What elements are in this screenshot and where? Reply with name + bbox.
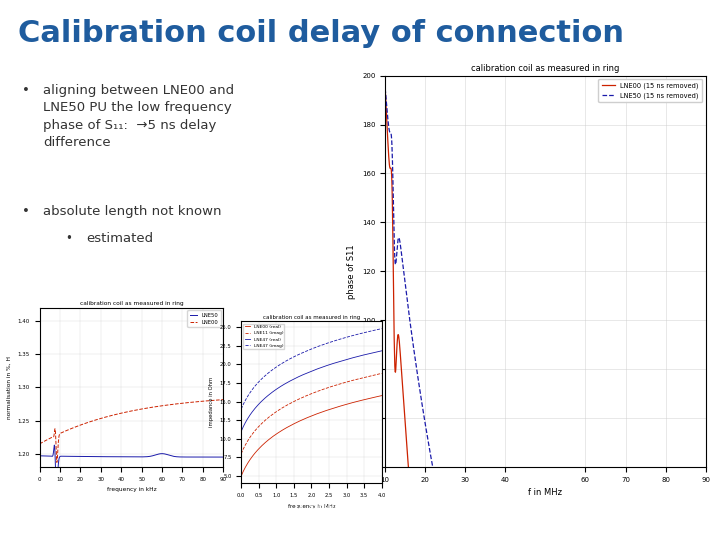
X-axis label: frequency in MHz: frequency in MHz <box>287 504 336 509</box>
Title: calibration coil as measured in ring: calibration coil as measured in ring <box>80 301 183 306</box>
LNE11 (imag) <box>339 380 348 386</box>
Text: CERN: CERN <box>25 512 40 518</box>
LNE47 (real) <box>283 380 292 386</box>
LNE47 (imag) <box>253 379 262 386</box>
LNE11 (imag) <box>292 397 301 403</box>
X-axis label: f in MHz: f in MHz <box>528 488 562 497</box>
Text: absolute length not known: absolute length not known <box>43 205 222 218</box>
Line: LNE50 (15 ns removed): LNE50 (15 ns removed) <box>385 89 706 540</box>
Y-axis label: impedance in Ohm: impedance in Ohm <box>210 377 214 428</box>
LNE50 <box>52 486 60 492</box>
LNE50 <box>68 453 77 460</box>
Title: calibration coil as measured in ring: calibration coil as measured in ring <box>471 64 620 73</box>
Text: D. Gamba, W. Hofle, R. Louwerse, V.
Myklebust     update  07.12.2020: D. Gamba, W. Hofle, R. Louwerse, V. Mykl… <box>295 501 482 525</box>
Text: •: • <box>22 84 30 97</box>
LNE00 <box>68 425 77 431</box>
LNE47 (imag) <box>338 335 347 342</box>
LNE50 <box>35 453 44 459</box>
Legend: LNE00 (15 ns removed), LNE50 (15 ns removed): LNE00 (15 ns removed), LNE50 (15 ns remo… <box>598 79 702 102</box>
Line: LNE00 (15 ns removed): LNE00 (15 ns removed) <box>385 89 706 540</box>
LNE50 <box>174 454 183 460</box>
LNE11 (imag) <box>237 450 246 457</box>
LNE11 (imag) <box>325 384 334 390</box>
Text: •: • <box>65 232 72 245</box>
LNE47 (real) <box>338 357 347 364</box>
LNE47 (imag) <box>377 326 386 332</box>
LNE50 (15 ns removed) <box>413 374 422 381</box>
X-axis label: frequency in kHz: frequency in kHz <box>107 488 156 492</box>
LNE00 (real) <box>339 402 348 408</box>
Legend: LNE50, LNE00: LNE50, LNE00 <box>187 310 220 327</box>
LNE00 <box>219 396 228 403</box>
LNE50 (15 ns removed) <box>381 85 390 92</box>
LNE00 (real) <box>377 393 386 399</box>
Line: LNE47 (real): LNE47 (real) <box>241 351 382 431</box>
LNE00 (real) <box>253 446 262 453</box>
LNE00 <box>119 409 127 416</box>
Line: LNE50: LNE50 <box>40 445 223 489</box>
LNE50 <box>119 454 127 460</box>
LNE47 (real) <box>339 357 348 363</box>
LNE47 (imag) <box>339 335 348 341</box>
Line: LNE11 (imag): LNE11 (imag) <box>241 374 382 454</box>
LNE00 <box>144 404 153 411</box>
Line: LNE00 (real): LNE00 (real) <box>241 396 382 476</box>
Text: estimated: estimated <box>86 232 153 245</box>
LNE47 (imag) <box>292 352 301 359</box>
LNE00 <box>35 441 44 447</box>
LNE47 (imag) <box>283 357 292 364</box>
Text: •: • <box>22 205 30 218</box>
LNE47 (real) <box>325 361 334 368</box>
LNE00 (real) <box>325 406 334 413</box>
LNE00 <box>83 420 91 426</box>
LNE47 (imag) <box>237 406 246 412</box>
Y-axis label: normalisation in %, H: normalisation in %, H <box>7 356 12 419</box>
Text: aligning between LNE00 and
LNE50 PU the low frequency
phase of S₁₁:  →5 ns delay: aligning between LNE00 and LNE50 PU the … <box>43 84 234 149</box>
LNE50 <box>158 450 167 457</box>
LNE47 (real) <box>377 348 386 354</box>
Line: LNE00: LNE00 <box>40 400 223 462</box>
LNE11 (imag) <box>377 370 386 377</box>
Legend: LNE00 (real), LNE11 (imag), LNE47 (real), LNE47 (imag): LNE00 (real), LNE11 (imag), LNE47 (real)… <box>243 323 284 349</box>
LNE11 (imag) <box>283 402 292 408</box>
LNE50 <box>219 454 228 460</box>
LNE47 (imag) <box>325 339 334 346</box>
Text: Calibration coil delay of connection: Calibration coil delay of connection <box>18 19 624 48</box>
LNE11 (imag) <box>338 380 347 387</box>
Y-axis label: phase of S11: phase of S11 <box>348 244 356 299</box>
Text: 36: 36 <box>672 508 688 521</box>
Line: LNE47 (imag): LNE47 (imag) <box>241 329 382 409</box>
LNE00 <box>53 459 61 465</box>
Title: calibration coil as measured in ring: calibration coil as measured in ring <box>263 314 360 320</box>
LNE00 (real) <box>237 472 246 479</box>
LNE50 <box>50 442 58 448</box>
LNE50 <box>83 453 91 460</box>
LNE00 (real) <box>338 402 347 409</box>
LNE00 (real) <box>292 419 301 426</box>
LNE00 <box>158 402 167 409</box>
LNE50 <box>144 453 153 460</box>
LNE00 (15 ns removed) <box>381 85 390 92</box>
LNE00 (real) <box>283 424 292 431</box>
LNE11 (imag) <box>253 424 262 430</box>
LNE47 (real) <box>237 428 246 435</box>
LNE47 (real) <box>292 374 301 381</box>
LNE00 <box>174 401 182 407</box>
LNE47 (real) <box>253 402 262 408</box>
